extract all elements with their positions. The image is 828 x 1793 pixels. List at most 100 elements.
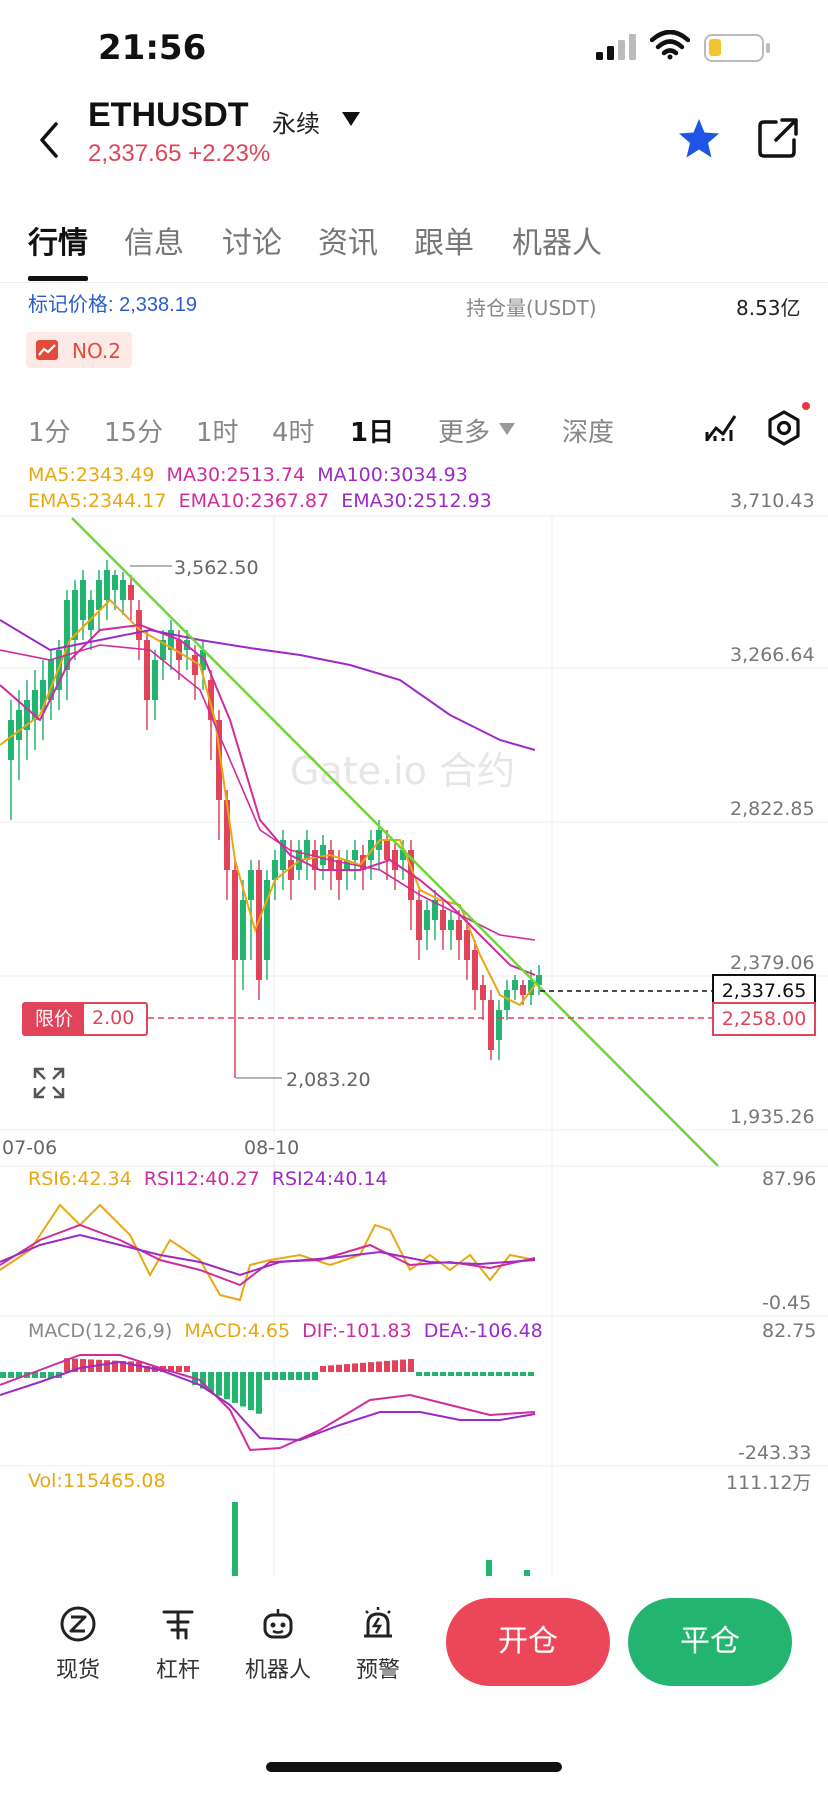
candlestick-chart[interactable]: Gate.io 合约 3,562.50 2,083.20 07-06 08-10 — [0, 452, 828, 1576]
candle-body — [232, 870, 238, 960]
candle-body — [528, 980, 534, 995]
macd-bar — [16, 1372, 22, 1378]
macd-bar — [464, 1372, 470, 1376]
candle-body — [472, 950, 478, 990]
tab-market[interactable]: 行情 — [28, 226, 88, 261]
candle-body — [64, 600, 70, 670]
macd-bar — [360, 1362, 366, 1372]
macd-bar — [144, 1366, 150, 1372]
macd-bar — [400, 1359, 406, 1372]
candle-body — [456, 920, 462, 940]
close-position-button[interactable]: 平仓 — [628, 1598, 792, 1686]
candle-body — [248, 870, 254, 900]
tab-copy-trading[interactable]: 跟单 — [414, 226, 474, 261]
price-scale-label: 3,266.64 — [730, 644, 815, 666]
date-label: 07-06 — [2, 1137, 57, 1159]
tab-info[interactable]: 信息 — [124, 226, 184, 261]
share-icon[interactable] — [756, 116, 800, 160]
macd-bar — [200, 1372, 206, 1389]
macd-bar — [256, 1372, 262, 1414]
macd-bar — [304, 1372, 310, 1380]
back-icon[interactable] — [34, 120, 64, 160]
divider — [0, 282, 828, 283]
open-interest-value: 8.53亿 — [736, 296, 801, 320]
macd-bar — [176, 1366, 182, 1372]
volume-legend: Vol:115465.08 — [28, 1470, 166, 1492]
macd-bar — [168, 1366, 174, 1372]
timeframe-15m[interactable]: 15分 — [104, 418, 164, 448]
volume-bars — [232, 1502, 530, 1576]
candle-body — [448, 920, 454, 930]
trend-icon — [36, 340, 58, 360]
fullscreen-icon[interactable] — [32, 1066, 66, 1100]
macd-bar — [496, 1372, 502, 1376]
open-position-button[interactable]: 开仓 — [446, 1598, 610, 1686]
nav-margin[interactable]: 杠杆 — [138, 1604, 218, 1684]
nav-bots[interactable]: 机器人 — [238, 1604, 318, 1684]
candle-body — [392, 850, 398, 870]
candle-body — [240, 900, 246, 960]
price-scale-label: 3,710.43 — [730, 490, 815, 512]
indicator-icon[interactable] — [704, 410, 738, 444]
more-dropdown-icon[interactable] — [498, 422, 516, 436]
macd-bar — [240, 1372, 246, 1407]
spot-icon — [60, 1606, 96, 1642]
tab-bots[interactable]: 机器人 — [512, 226, 602, 261]
candle-body — [520, 985, 526, 995]
candle-body — [24, 700, 30, 730]
date-label: 08-10 — [244, 1137, 299, 1159]
settings-icon[interactable] — [764, 408, 804, 448]
macd-bar — [376, 1361, 382, 1372]
candle-body — [16, 710, 22, 740]
candle-body — [96, 580, 102, 610]
macd-bar — [440, 1372, 446, 1376]
macd-params: MACD(12,26,9) — [28, 1320, 173, 1342]
candle-body — [128, 585, 134, 600]
tab-discussion[interactable]: 讨论 — [222, 226, 282, 261]
limit-order-tag[interactable]: 限价 2.00 — [22, 1002, 148, 1036]
macd-legend: MACD(12,26,9) MACD:4.65 DIF:-101.83 DEA:… — [28, 1320, 543, 1342]
macd-bar — [0, 1372, 6, 1378]
macd-bar — [344, 1364, 350, 1372]
candle-body — [488, 1000, 494, 1050]
candle-body — [8, 720, 14, 760]
symbol-title[interactable]: ETHUSDT — [88, 96, 249, 134]
candle-body — [320, 845, 326, 865]
price-change: 2,337.65 +2.23% — [88, 140, 271, 167]
rank-badge[interactable]: NO.2 — [26, 332, 132, 368]
macd-bar — [128, 1361, 134, 1372]
ma5-value: MA5:2343.49 — [28, 464, 155, 486]
limit-price-tag: 2,258.00 — [712, 1002, 816, 1036]
macd-value: MACD:4.65 — [184, 1320, 291, 1342]
trendline — [71, 517, 719, 1167]
star-icon[interactable] — [676, 116, 722, 162]
macd-bar — [272, 1372, 278, 1380]
dif-value: DIF:-101.83 — [302, 1320, 412, 1342]
candle-body — [344, 860, 350, 870]
candle-body — [88, 600, 94, 630]
candle-body — [120, 580, 126, 600]
timeframe-depth[interactable]: 深度 — [562, 418, 615, 448]
tab-news[interactable]: 资讯 — [318, 226, 378, 261]
watermark: Gate.io 合约 — [290, 749, 515, 793]
candle-body — [288, 860, 294, 880]
macd-bar — [224, 1372, 230, 1400]
dropdown-arrow-icon[interactable] — [340, 110, 362, 128]
timeframe-1m[interactable]: 1分 — [28, 418, 71, 448]
candle-body — [496, 1010, 502, 1040]
timeframe-1h[interactable]: 1时 — [196, 418, 239, 448]
macd-bar — [328, 1365, 334, 1372]
contract-type[interactable]: 永续 — [272, 110, 320, 138]
candle-body — [304, 840, 310, 860]
candle-body — [256, 870, 262, 980]
nav-spot[interactable]: 现货 — [38, 1604, 118, 1684]
notification-dot — [802, 402, 810, 410]
timeframe-4h[interactable]: 4时 — [272, 418, 315, 448]
nav-label: 机器人 — [244, 1658, 311, 1683]
ema10-value: EMA10:2367.87 — [178, 490, 330, 512]
timeframe-1d[interactable]: 1日 — [350, 418, 395, 448]
nav-alerts[interactable]: 预警 — [338, 1604, 418, 1684]
macd-bar — [352, 1363, 358, 1372]
rsi12-value: RSI12:40.27 — [143, 1168, 260, 1190]
timeframe-more[interactable]: 更多 — [438, 418, 491, 448]
